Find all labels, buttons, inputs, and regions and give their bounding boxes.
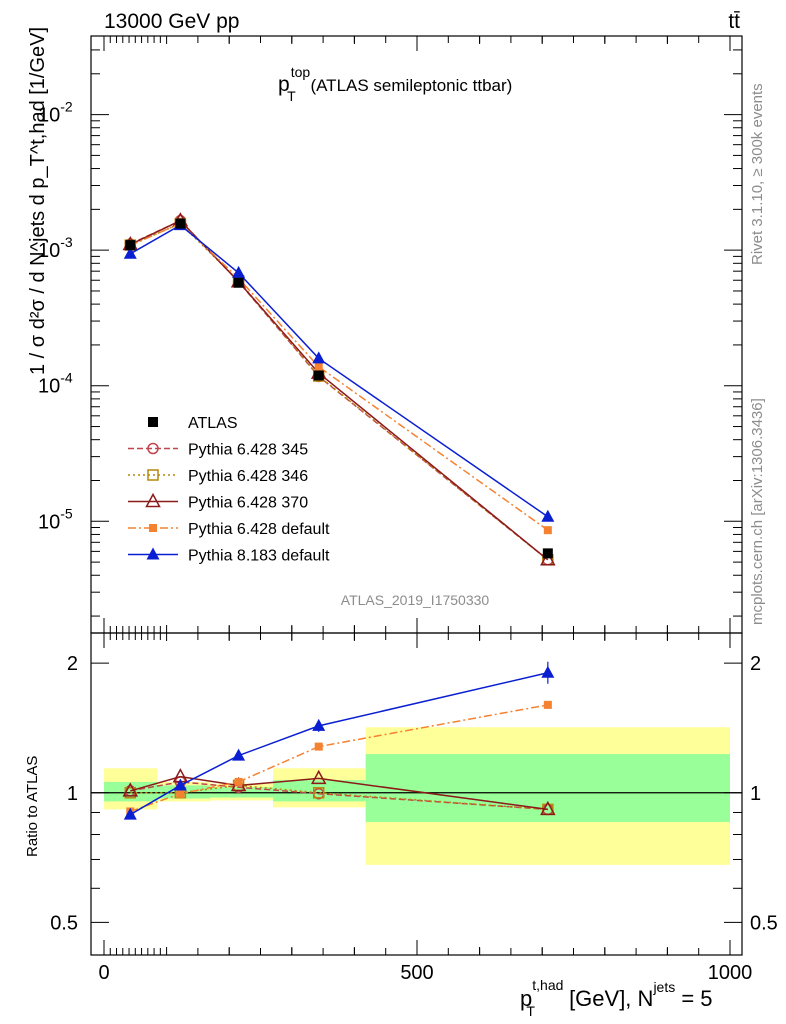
uncertainty-band-inner [273, 780, 366, 802]
point-py8def [123, 246, 137, 259]
ratio-y-tick-label-right: 1 [750, 783, 761, 805]
point-py6def [314, 362, 323, 371]
ratio-point-py6def [234, 777, 243, 786]
ratio-point-py6def [176, 789, 185, 798]
ratio-panel: 0.5 0.5 1 1 2 2 0 500 1000 Ratio to ATLAS pt,had… [24, 632, 778, 1019]
ratio-y-tick-label: 1 [67, 783, 78, 805]
main-ticks: 10-5 10-4 10-3 10-2 [38, 36, 742, 633]
legend-label-atlas: ATLAS [188, 415, 238, 432]
y-tick-label: 10-2 [38, 99, 73, 127]
point-atlas [542, 548, 553, 559]
ratio-ticks: 0.5 0.5 1 1 2 2 0 500 1000 [50, 633, 778, 984]
y-tick-label: 10-3 [38, 234, 73, 262]
ratio-point-py346 [312, 787, 325, 799]
analysis-watermark: ATLAS_2019_I1750330 [341, 592, 490, 608]
point-py370 [540, 551, 556, 566]
ratio-line-py346 [130, 784, 548, 811]
point-atlas [233, 277, 244, 288]
ratio-point-py8def [232, 748, 246, 761]
header-left: 13000 GeV pp [104, 10, 239, 33]
point-py8def [541, 509, 555, 522]
y-tick-label: 10-5 [38, 505, 73, 533]
main-title: ptop T (ATLAS semileptonic ttbar) [278, 64, 512, 104]
legend-marker-py370 [145, 492, 161, 508]
legend-label-py6def: Pythia 6.428 default [188, 521, 330, 538]
header-right: tt̄ [728, 10, 740, 33]
point-atlas [175, 218, 186, 229]
point-atlas [313, 370, 324, 381]
legend-marker-py8def [146, 547, 160, 560]
ratio-point-py6def [543, 700, 552, 709]
y-tick-label: 10-4 [38, 370, 73, 398]
ratio-series [122, 661, 556, 820]
main-panel: 10-5 10-4 10-3 10-2 ptop T (ATLAS semilepton… [27, 27, 743, 634]
x-axis-label: pt,had T [GeV], Njets = 5 [520, 977, 713, 1019]
ratio-y-tick-label: 2 [67, 653, 78, 675]
legend-label-py346: Pythia 6.428 346 [188, 468, 308, 485]
legend: ATLAS Pythia 6.428 345 Pythia 6.428 346 Pyt… [128, 415, 330, 565]
x-tick-label: 1000 [708, 962, 753, 984]
main-series [122, 212, 556, 566]
x-tick-label: 0 [98, 962, 109, 984]
point-atlas [125, 240, 136, 251]
ratio-point-py8def [173, 778, 187, 791]
rivet-label: Rivet 3.1.10, ≥ 300k events [749, 83, 766, 265]
main-frame [90, 35, 743, 634]
ratio-bands [91, 727, 742, 865]
ratio-point-py6def [314, 742, 323, 751]
mcplots-label: mcplots.cern.ch [arXiv:1306.3436] [749, 398, 766, 625]
ratio-y-tick-label-right: 0.5 [750, 912, 778, 934]
point-py8def [232, 265, 246, 278]
ratio-point-py370 [540, 800, 556, 816]
ratio-y-tick-label-right: 2 [750, 653, 761, 675]
ratio-point-py370 [122, 782, 139, 797]
legend-marker-py346 [147, 469, 159, 481]
legend-marker-atlas [148, 417, 158, 427]
x-tick-label: 500 [400, 962, 433, 984]
ratio-y-tick-label: 0.5 [50, 912, 78, 934]
point-py6def [543, 526, 552, 535]
ratio-point-py370 [310, 769, 327, 785]
ratio-point-py8def [541, 665, 555, 678]
point-py8def [312, 351, 326, 364]
legend-label-py370: Pythia 6.428 370 [188, 495, 308, 512]
ratio-point-py8def [312, 718, 326, 731]
ratio-point-py8def [123, 807, 137, 820]
ratio-ylabel: Ratio to ATLAS [24, 756, 41, 857]
uncertainty-band-inner [365, 754, 730, 823]
legend-marker-py345 [147, 442, 159, 455]
legend-label-py345: Pythia 6.428 345 [188, 442, 308, 459]
legend-label-py8def: Pythia 8.183 default [188, 548, 330, 565]
main-ylabel: 1 / σ d²σ / d N^jets d p_T^t,had [1/GeV] [27, 27, 49, 375]
legend-marker-py6def [149, 524, 157, 532]
